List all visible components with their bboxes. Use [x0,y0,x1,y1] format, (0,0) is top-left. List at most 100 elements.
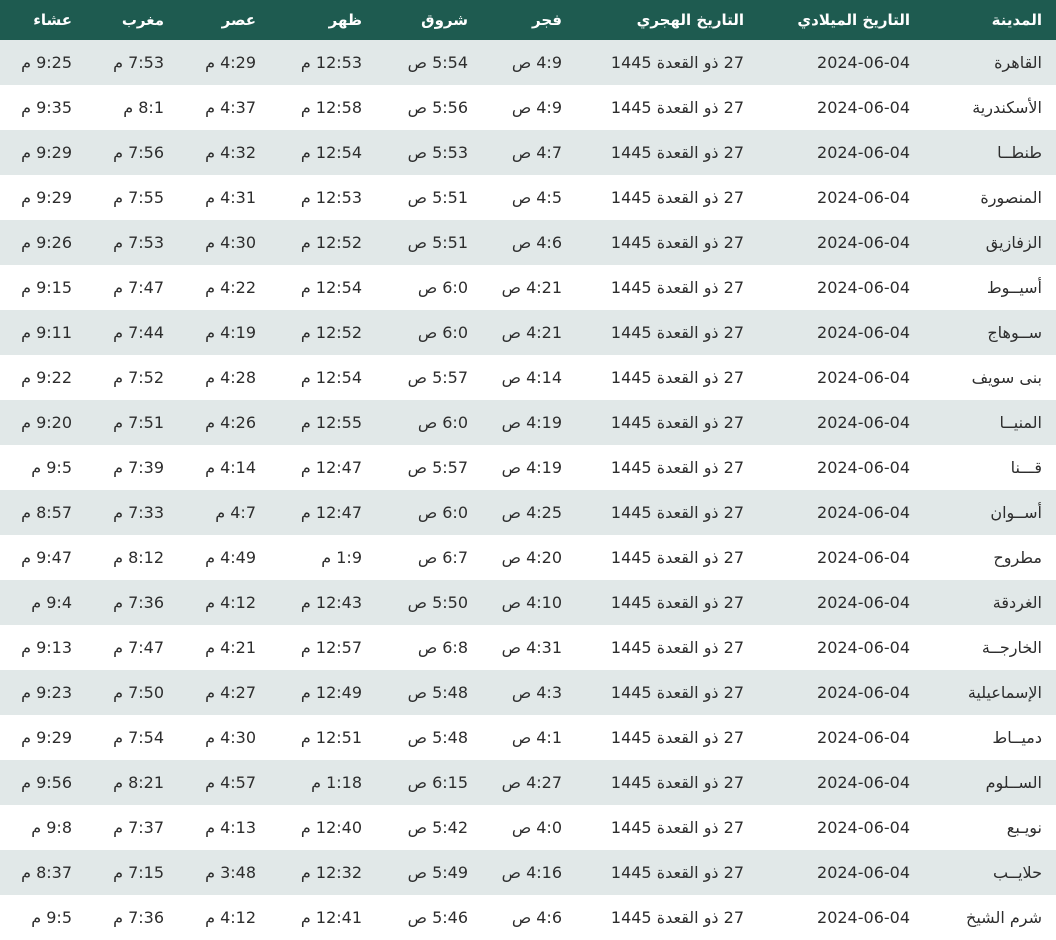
cell-city: دميــاط [924,715,1056,760]
column-header-fajr[interactable]: فجر [482,0,576,40]
cell-greg: 2024-06-04 [758,535,924,580]
cell-isha: 9:56 م [0,760,86,805]
cell-city: ســوهاج [924,310,1056,355]
cell-hijri: 27 ذو القعدة 1445 [576,445,758,490]
cell-fajr: 4:14 ص [482,355,576,400]
table-header: المدينة التاريخ الميلادي التاريخ الهجري … [0,0,1056,40]
cell-hijri: 27 ذو القعدة 1445 [576,715,758,760]
cell-city: المنيــا [924,400,1056,445]
cell-fajr: 4:16 ص [482,850,576,895]
cell-greg: 2024-06-04 [758,265,924,310]
cell-fajr: 4:19 ص [482,445,576,490]
table-row[interactable]: مطروح 2024-06-04 27 ذو القعدة 1445 4:20 ص 6:… [0,535,1056,580]
table-row[interactable]: ســوهاج 2024-06-04 27 ذو القعدة 1445 4:21 ص… [0,310,1056,355]
column-header-asr[interactable]: عصر [178,0,270,40]
cell-hijri: 27 ذو القعدة 1445 [576,220,758,265]
column-header-maghrib[interactable]: مغرب [86,0,178,40]
column-header-isha[interactable]: عشاء [0,0,86,40]
table-row[interactable]: حلايــب 2024-06-04 27 ذو القعدة 1445 4:16 ص… [0,850,1056,895]
cell-hijri: 27 ذو القعدة 1445 [576,310,758,355]
cell-greg: 2024-06-04 [758,580,924,625]
cell-maghrib: 7:36 م [86,580,178,625]
column-header-dhuhr[interactable]: ظهر [270,0,376,40]
cell-asr: 4:7 م [178,490,270,535]
table-row[interactable]: المنيــا 2024-06-04 27 ذو القعدة 1445 4:19 … [0,400,1056,445]
column-header-hijri-date[interactable]: التاريخ الهجري [576,0,758,40]
cell-sunrise: 5:50 ص [376,580,482,625]
cell-greg: 2024-06-04 [758,805,924,850]
table-row[interactable]: الغردقة 2024-06-04 27 ذو القعدة 1445 4:10 ص… [0,580,1056,625]
cell-asr: 4:31 م [178,175,270,220]
table-row[interactable]: طنطــا 2024-06-04 27 ذو القعدة 1445 4:7 ص 5:… [0,130,1056,175]
cell-isha: 9:25 م [0,40,86,85]
cell-maghrib: 7:15 م [86,850,178,895]
cell-maghrib: 8:1 م [86,85,178,130]
cell-greg: 2024-06-04 [758,670,924,715]
cell-city: أسيــوط [924,265,1056,310]
cell-maghrib: 8:21 م [86,760,178,805]
cell-isha: 9:29 م [0,715,86,760]
cell-sunrise: 6:0 ص [376,490,482,535]
table-row[interactable]: الزفازيق 2024-06-04 27 ذو القعدة 1445 4:6 ص… [0,220,1056,265]
cell-sunrise: 5:51 ص [376,175,482,220]
table-row[interactable]: أســوان 2024-06-04 27 ذو القعدة 1445 4:25 ص… [0,490,1056,535]
cell-city: المنصورة [924,175,1056,220]
cell-asr: 4:12 م [178,580,270,625]
cell-greg: 2024-06-04 [758,310,924,355]
cell-isha: 9:26 م [0,220,86,265]
cell-sunrise: 5:42 ص [376,805,482,850]
cell-greg: 2024-06-04 [758,175,924,220]
cell-asr: 4:13 م [178,805,270,850]
table-row[interactable]: الإسماعيلية 2024-06-04 27 ذو القعدة 1445 4:… [0,670,1056,715]
cell-hijri: 27 ذو القعدة 1445 [576,490,758,535]
cell-maghrib: 7:52 م [86,355,178,400]
column-header-city[interactable]: المدينة [924,0,1056,40]
header-row: المدينة التاريخ الميلادي التاريخ الهجري … [0,0,1056,40]
cell-isha: 9:4 م [0,580,86,625]
cell-dhuhr: 12:52 م [270,220,376,265]
cell-asr: 4:19 م [178,310,270,355]
cell-sunrise: 6:15 ص [376,760,482,805]
table-row[interactable]: الخارجــة 2024-06-04 27 ذو القعدة 1445 4:31… [0,625,1056,670]
cell-asr: 4:29 م [178,40,270,85]
cell-dhuhr: 12:54 م [270,355,376,400]
cell-sunrise: 5:56 ص [376,85,482,130]
cell-greg: 2024-06-04 [758,850,924,895]
cell-hijri: 27 ذو القعدة 1445 [576,40,758,85]
cell-dhuhr: 12:40 م [270,805,376,850]
cell-isha: 9:13 م [0,625,86,670]
cell-greg: 2024-06-04 [758,130,924,175]
cell-sunrise: 5:54 ص [376,40,482,85]
table-row[interactable]: المنصورة 2024-06-04 27 ذو القعدة 1445 4:5 ص… [0,175,1056,220]
cell-maghrib: 7:53 م [86,220,178,265]
cell-isha: 9:47 م [0,535,86,580]
table-row[interactable]: الســلوم 2024-06-04 27 ذو القعدة 1445 4:27 … [0,760,1056,805]
cell-dhuhr: 12:32 م [270,850,376,895]
table-row[interactable]: بنى سويف 2024-06-04 27 ذو القعدة 1445 4:14 … [0,355,1056,400]
cell-dhuhr: 1:18 م [270,760,376,805]
cell-hijri: 27 ذو القعدة 1445 [576,535,758,580]
cell-fajr: 4:3 ص [482,670,576,715]
cell-hijri: 27 ذو القعدة 1445 [576,670,758,715]
table-row[interactable]: الأسكندرية 2024-06-04 27 ذو القعدة 1445 4:9… [0,85,1056,130]
table-row[interactable]: أسيــوط 2024-06-04 27 ذو القعدة 1445 4:21 ص… [0,265,1056,310]
cell-greg: 2024-06-04 [758,715,924,760]
cell-city: حلايــب [924,850,1056,895]
cell-asr: 3:48 م [178,850,270,895]
cell-hijri: 27 ذو القعدة 1445 [576,265,758,310]
cell-hijri: 27 ذو القعدة 1445 [576,625,758,670]
column-header-sunrise[interactable]: شروق [376,0,482,40]
table-row[interactable]: نويـبع 2024-06-04 27 ذو القعدة 1445 4:0 ص 5:… [0,805,1056,850]
cell-maghrib: 7:33 م [86,490,178,535]
cell-fajr: 4:10 ص [482,580,576,625]
cell-city: الإسماعيلية [924,670,1056,715]
column-header-gregorian-date[interactable]: التاريخ الميلادي [758,0,924,40]
cell-dhuhr: 1:9 م [270,535,376,580]
cell-sunrise: 6:7 ص [376,535,482,580]
cell-dhuhr: 12:47 م [270,490,376,535]
cell-city: قـــنا [924,445,1056,490]
cell-asr: 4:28 م [178,355,270,400]
